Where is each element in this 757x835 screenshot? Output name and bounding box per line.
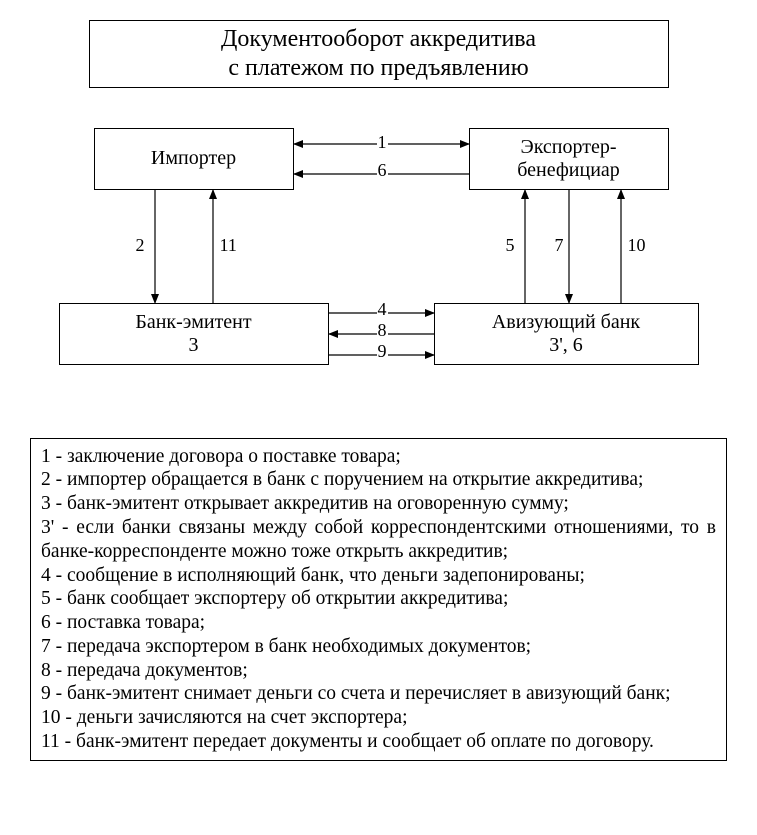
node-importer: Импортер bbox=[94, 128, 294, 190]
edge-label-10: 10 bbox=[627, 236, 647, 254]
edge-label-7: 7 bbox=[554, 236, 565, 254]
legend-box: 1 - заключение договора о поставке товар… bbox=[30, 438, 727, 761]
title-line2: с платежом по предъявлению bbox=[100, 54, 658, 83]
flowchart: Импортер Экспортер- бенефициар Банк-эмит… bbox=[59, 128, 699, 388]
node-importer-line1: Импортер bbox=[151, 147, 236, 170]
node-bank-advising: Авизующий банк 3', 6 bbox=[434, 303, 699, 365]
node-bank-emitent-line1: Банк-эмитент bbox=[135, 311, 251, 334]
legend-item: 1 - заключение договора о поставке товар… bbox=[41, 445, 716, 469]
edge-label-6: 6 bbox=[377, 161, 388, 179]
legend-item: 3 - банк-эмитент открывает аккредитив на… bbox=[41, 492, 716, 516]
edge-label-8: 8 bbox=[377, 321, 388, 339]
legend-item: 10 - деньги зачисляются на счет экспорте… bbox=[41, 706, 716, 730]
node-bank-emitent-line2: 3 bbox=[189, 334, 199, 357]
node-exporter: Экспортер- бенефициар bbox=[469, 128, 669, 190]
node-exporter-line2: бенефициар bbox=[517, 159, 620, 182]
edge-label-5: 5 bbox=[505, 236, 516, 254]
node-bank-emitent: Банк-эмитент 3 bbox=[59, 303, 329, 365]
edge-label-11: 11 bbox=[219, 236, 238, 254]
title-box: Документооборот аккредитива с платежом п… bbox=[89, 20, 669, 88]
legend-item: 8 - передача документов; bbox=[41, 659, 716, 683]
legend-item: 4 - сообщение в исполняющий банк, что де… bbox=[41, 564, 716, 588]
legend-item: 9 - банк-эмитент снимает деньги со счета… bbox=[41, 682, 716, 706]
edge-label-9: 9 bbox=[377, 342, 388, 360]
node-bank-advising-line2: 3', 6 bbox=[549, 334, 583, 357]
legend-item: 2 - импортер обращается в банк с поручен… bbox=[41, 468, 716, 492]
edge-label-4: 4 bbox=[377, 300, 388, 318]
legend-item: 3' - если банки связаны между собой корр… bbox=[41, 516, 716, 564]
legend-item: 5 - банк сообщает экспортеру об открытии… bbox=[41, 587, 716, 611]
legend-item: 7 - передача экспортером в банк необходи… bbox=[41, 635, 716, 659]
edge-label-2: 2 bbox=[135, 236, 146, 254]
legend-item: 6 - поставка товара; bbox=[41, 611, 716, 635]
node-bank-advising-line1: Авизующий банк bbox=[492, 311, 640, 334]
legend-item: 11 - банк-эмитент передает документы и с… bbox=[41, 730, 716, 754]
edge-label-1: 1 bbox=[377, 133, 388, 151]
title-line1: Документооборот аккредитива bbox=[100, 25, 658, 54]
node-exporter-line1: Экспортер- bbox=[520, 136, 616, 159]
